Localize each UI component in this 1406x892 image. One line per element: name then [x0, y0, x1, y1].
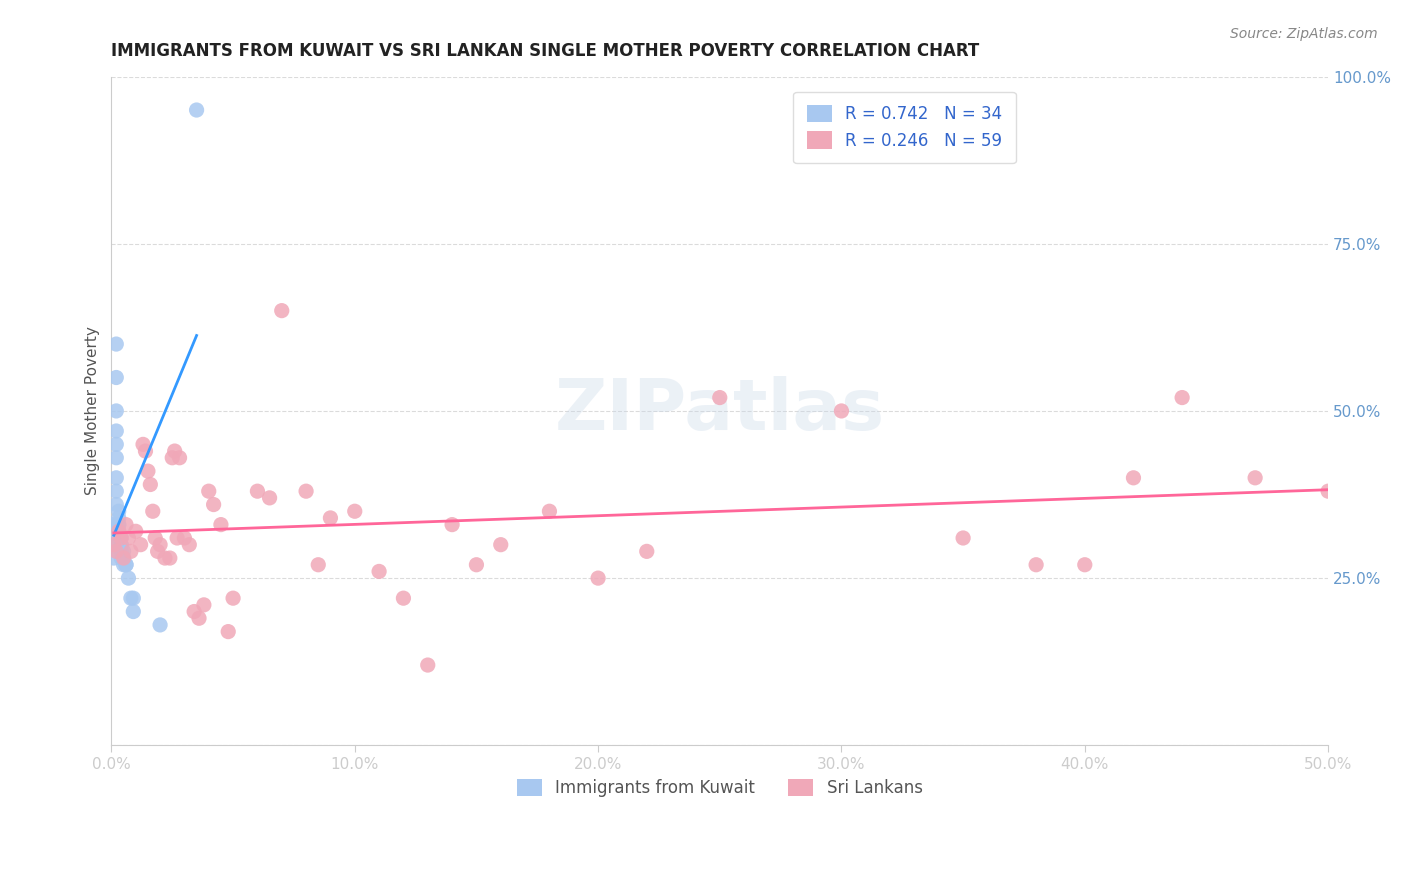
- Point: [188, 611, 211, 625]
- Point: [115, 558, 138, 572]
- Point: [186, 103, 208, 117]
- Point: [709, 391, 731, 405]
- Point: [110, 544, 132, 558]
- Point: [107, 524, 129, 539]
- Point: [136, 464, 159, 478]
- Point: [115, 517, 138, 532]
- Point: [465, 558, 488, 572]
- Text: IMMIGRANTS FROM KUWAIT VS SRI LANKAN SINGLE MOTHER POVERTY CORRELATION CHART: IMMIGRANTS FROM KUWAIT VS SRI LANKAN SIN…: [111, 42, 980, 60]
- Point: [162, 450, 184, 465]
- Point: [105, 450, 128, 465]
- Legend: Immigrants from Kuwait, Sri Lankans: Immigrants from Kuwait, Sri Lankans: [510, 772, 929, 804]
- Point: [117, 531, 139, 545]
- Point: [149, 538, 172, 552]
- Point: [222, 591, 245, 606]
- Point: [319, 511, 342, 525]
- Point: [105, 424, 128, 438]
- Point: [830, 404, 852, 418]
- Point: [112, 558, 135, 572]
- Point: [105, 471, 128, 485]
- Point: [153, 551, 176, 566]
- Point: [142, 504, 165, 518]
- Point: [270, 303, 292, 318]
- Point: [117, 571, 139, 585]
- Point: [1025, 558, 1047, 572]
- Point: [107, 524, 129, 539]
- Text: Source: ZipAtlas.com: Source: ZipAtlas.com: [1230, 27, 1378, 41]
- Point: [112, 551, 135, 566]
- Point: [110, 551, 132, 566]
- Point: [120, 544, 142, 558]
- Point: [107, 517, 129, 532]
- Point: [368, 565, 391, 579]
- Point: [392, 591, 415, 606]
- Point: [132, 437, 155, 451]
- Point: [295, 484, 318, 499]
- Point: [183, 605, 205, 619]
- Point: [197, 484, 219, 499]
- Point: [1074, 558, 1097, 572]
- Point: [538, 504, 561, 518]
- Point: [122, 605, 145, 619]
- Point: [179, 538, 201, 552]
- Point: [166, 531, 188, 545]
- Point: [416, 658, 439, 673]
- Point: [107, 517, 129, 532]
- Text: ZIPatlas: ZIPatlas: [555, 376, 884, 445]
- Point: [107, 511, 129, 525]
- Point: [107, 531, 129, 545]
- Point: [110, 538, 132, 552]
- Point: [217, 624, 239, 639]
- Point: [134, 444, 156, 458]
- Point: [441, 517, 464, 532]
- Point: [246, 484, 269, 499]
- Point: [636, 544, 658, 558]
- Point: [103, 517, 125, 532]
- Point: [103, 538, 125, 552]
- Point: [110, 531, 132, 545]
- Point: [105, 404, 128, 418]
- Point: [107, 504, 129, 518]
- Point: [105, 337, 128, 351]
- Point: [159, 551, 181, 566]
- Point: [1171, 391, 1194, 405]
- Point: [952, 531, 974, 545]
- Point: [129, 538, 152, 552]
- Point: [122, 591, 145, 606]
- Point: [1244, 471, 1267, 485]
- Point: [115, 558, 138, 572]
- Point: [112, 544, 135, 558]
- Point: [193, 598, 215, 612]
- Point: [110, 531, 132, 545]
- Point: [143, 531, 166, 545]
- Point: [105, 370, 128, 384]
- Point: [169, 450, 191, 465]
- Y-axis label: Single Mother Poverty: Single Mother Poverty: [86, 326, 100, 495]
- Point: [307, 558, 329, 572]
- Point: [105, 498, 128, 512]
- Point: [489, 538, 512, 552]
- Point: [125, 524, 148, 539]
- Point: [259, 491, 281, 505]
- Point: [112, 551, 135, 566]
- Point: [163, 444, 186, 458]
- Point: [343, 504, 366, 518]
- Point: [120, 591, 142, 606]
- Point: [173, 531, 195, 545]
- Point: [1122, 471, 1144, 485]
- Point: [202, 498, 225, 512]
- Point: [103, 538, 125, 552]
- Point: [105, 544, 128, 558]
- Point: [209, 517, 232, 532]
- Point: [110, 538, 132, 552]
- Point: [103, 551, 125, 566]
- Point: [105, 484, 128, 499]
- Point: [139, 477, 162, 491]
- Point: [105, 437, 128, 451]
- Point: [1317, 484, 1340, 499]
- Point: [586, 571, 609, 585]
- Point: [149, 618, 172, 632]
- Point: [146, 544, 169, 558]
